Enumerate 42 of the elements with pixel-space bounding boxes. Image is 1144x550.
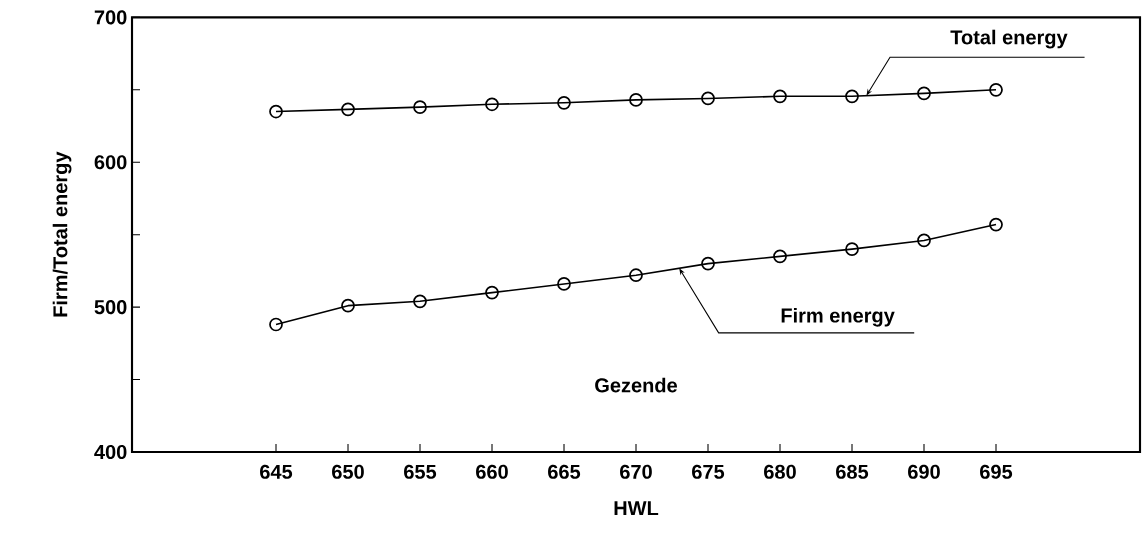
point [917,233,931,248]
y-axis-title: Firm/Total energy [52,151,72,317]
point [557,95,571,110]
x-tick-label: 655 [404,464,437,479]
point [989,82,1003,97]
point [413,294,427,309]
x-axis-title: HWL [614,501,659,516]
y-tick-label: 600 [94,155,127,170]
y-tick-label: 700 [94,10,127,25]
x-tick-label: 660 [476,464,508,479]
point [557,277,571,291]
text: Firm energy [781,307,895,327]
point [845,89,859,104]
point [629,93,643,107]
y-tick-label: 400 [94,444,127,460]
point [413,100,427,115]
point [269,104,283,119]
point [701,256,715,271]
point [629,268,643,283]
x-tick-label: 685 [836,464,869,479]
x-tick-label: 680 [764,464,796,479]
point [485,97,499,112]
point [485,285,499,300]
y-tick-label: 500 [94,300,127,315]
x-tick-label: 645 [260,464,293,479]
x-tick-label: 650 [332,464,364,479]
x-tick-label: 670 [620,464,652,479]
x-tick-label: 665 [548,464,581,479]
x-tick-label: 690 [908,464,940,479]
x-tick-label: 675 [692,464,725,479]
point [917,86,931,101]
point [773,89,787,104]
point [845,242,859,257]
point [269,317,283,332]
text: Total energy [950,29,1068,49]
annotation: Gezende [595,377,677,393]
point [341,298,355,313]
point [701,91,715,106]
point [773,249,787,264]
x-tick-label: 695 [980,464,1013,479]
point [341,102,355,117]
point [989,217,1003,232]
